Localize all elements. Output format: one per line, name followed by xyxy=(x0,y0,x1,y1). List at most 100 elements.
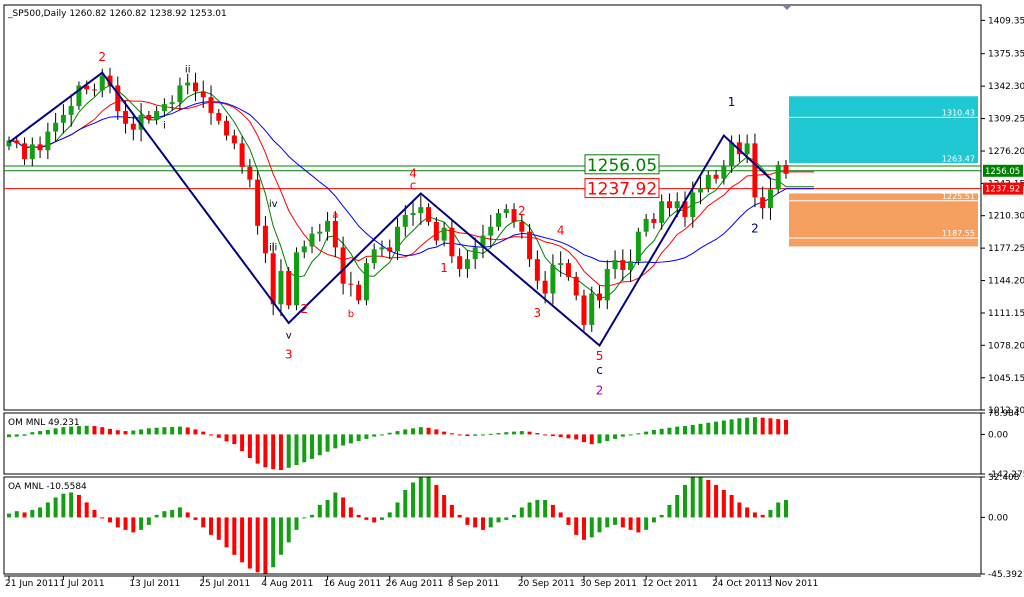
osc-bar xyxy=(644,431,649,435)
osc-bar xyxy=(418,477,423,518)
x-tick-label: 16 Aug 2011 xyxy=(324,579,382,589)
osc-bar xyxy=(589,517,594,538)
osc-bar xyxy=(294,434,299,466)
candle-body xyxy=(767,189,773,209)
candle-body xyxy=(340,247,346,284)
osc-bar xyxy=(30,432,35,435)
osc-bar xyxy=(690,477,695,518)
price-tag xyxy=(983,164,1023,177)
osc-bar xyxy=(232,517,237,555)
osc-bar xyxy=(30,509,35,518)
osc-bar xyxy=(123,431,128,435)
candle-body xyxy=(185,82,191,86)
osc-bar xyxy=(310,434,315,459)
candle-body xyxy=(123,110,129,124)
osc-title: OM MNL 49.231 xyxy=(8,418,80,428)
osc-bar xyxy=(22,434,27,436)
osc-bar xyxy=(162,511,167,518)
candle-body xyxy=(441,227,447,241)
candle-body xyxy=(22,143,28,160)
candle-body xyxy=(628,261,634,270)
osc-bar xyxy=(162,427,167,435)
panel-frame-om xyxy=(3,412,982,475)
x-tick-label: 4 Aug 2011 xyxy=(261,579,313,589)
y-tick-label: 1078.20 xyxy=(988,341,1024,351)
candle-body xyxy=(511,209,517,222)
candle-body xyxy=(581,295,587,325)
candle-body xyxy=(286,270,292,306)
osc-bar xyxy=(45,502,50,518)
osc-bar xyxy=(589,434,594,445)
osc-bar xyxy=(581,434,586,443)
candle-body xyxy=(317,231,323,234)
osc-bar xyxy=(457,514,462,518)
candle-body xyxy=(262,225,268,254)
osc-bar xyxy=(768,418,773,435)
candles-group xyxy=(6,67,789,332)
osc-bar xyxy=(729,494,734,518)
candle-body xyxy=(449,227,455,257)
osc-bar xyxy=(574,434,579,440)
candle-body xyxy=(698,188,704,193)
candle-body xyxy=(68,106,74,115)
osc-bar xyxy=(745,417,750,435)
osc-bar xyxy=(170,426,175,435)
osc-bar xyxy=(504,517,509,520)
candle-body xyxy=(690,192,696,217)
osc-bar xyxy=(45,429,50,435)
osc-bar xyxy=(131,430,136,435)
osc-bar xyxy=(395,502,400,518)
candle-body xyxy=(620,260,626,270)
candle-body xyxy=(325,220,331,232)
osc-bar xyxy=(527,431,532,435)
osc-bar xyxy=(426,427,431,435)
candle-body xyxy=(410,213,416,216)
osc-bar xyxy=(177,426,182,435)
candle-body xyxy=(138,114,144,130)
osc-bar xyxy=(348,434,353,444)
zone-label: 1187.55 xyxy=(942,229,975,238)
zone-label: 1310.43 xyxy=(942,108,975,117)
candle-body xyxy=(519,221,525,232)
x-tick-label: 8 Sep 2011 xyxy=(448,579,499,589)
osc-bar xyxy=(760,417,765,435)
x-tick-label: 24 Oct 2011 xyxy=(712,579,768,589)
candle-body xyxy=(53,122,59,132)
x-tick-label: 30 Sep 2011 xyxy=(580,579,637,589)
candle-body xyxy=(480,235,486,248)
osc-bar xyxy=(512,514,517,518)
osc-bar xyxy=(193,429,198,435)
osc-bar xyxy=(527,502,532,518)
candle-body xyxy=(177,85,183,103)
wave-label: 4 xyxy=(557,224,565,238)
osc-bar xyxy=(356,434,361,442)
osc-bar xyxy=(682,426,687,435)
osc-bar xyxy=(776,502,781,518)
osc-bar xyxy=(434,484,439,518)
osc-bar xyxy=(146,428,151,435)
osc-bar xyxy=(14,511,19,518)
osc-bar xyxy=(294,517,299,530)
osc-bar xyxy=(721,420,726,435)
osc-bar xyxy=(278,434,283,471)
osc-tick-label: -142.275 xyxy=(988,470,1024,480)
osc-bar xyxy=(488,433,493,435)
osc-bar xyxy=(216,517,221,540)
osc-bar xyxy=(496,433,501,435)
candle-body xyxy=(208,97,214,113)
wave-label: a xyxy=(332,210,338,221)
osc-bar xyxy=(566,517,571,525)
osc-bar xyxy=(76,494,81,518)
candle-body xyxy=(464,259,470,269)
osc-bar xyxy=(644,517,649,530)
osc-bar xyxy=(729,419,734,435)
x-tick-label: 26 Aug 2011 xyxy=(386,579,444,589)
osc-bar xyxy=(255,434,260,464)
level-label: 1256.05 xyxy=(587,156,657,176)
osc-bar xyxy=(61,493,66,518)
osc-bar xyxy=(752,417,757,435)
osc-bar xyxy=(597,517,602,533)
osc-bar xyxy=(263,434,268,468)
candle-body xyxy=(60,114,66,123)
